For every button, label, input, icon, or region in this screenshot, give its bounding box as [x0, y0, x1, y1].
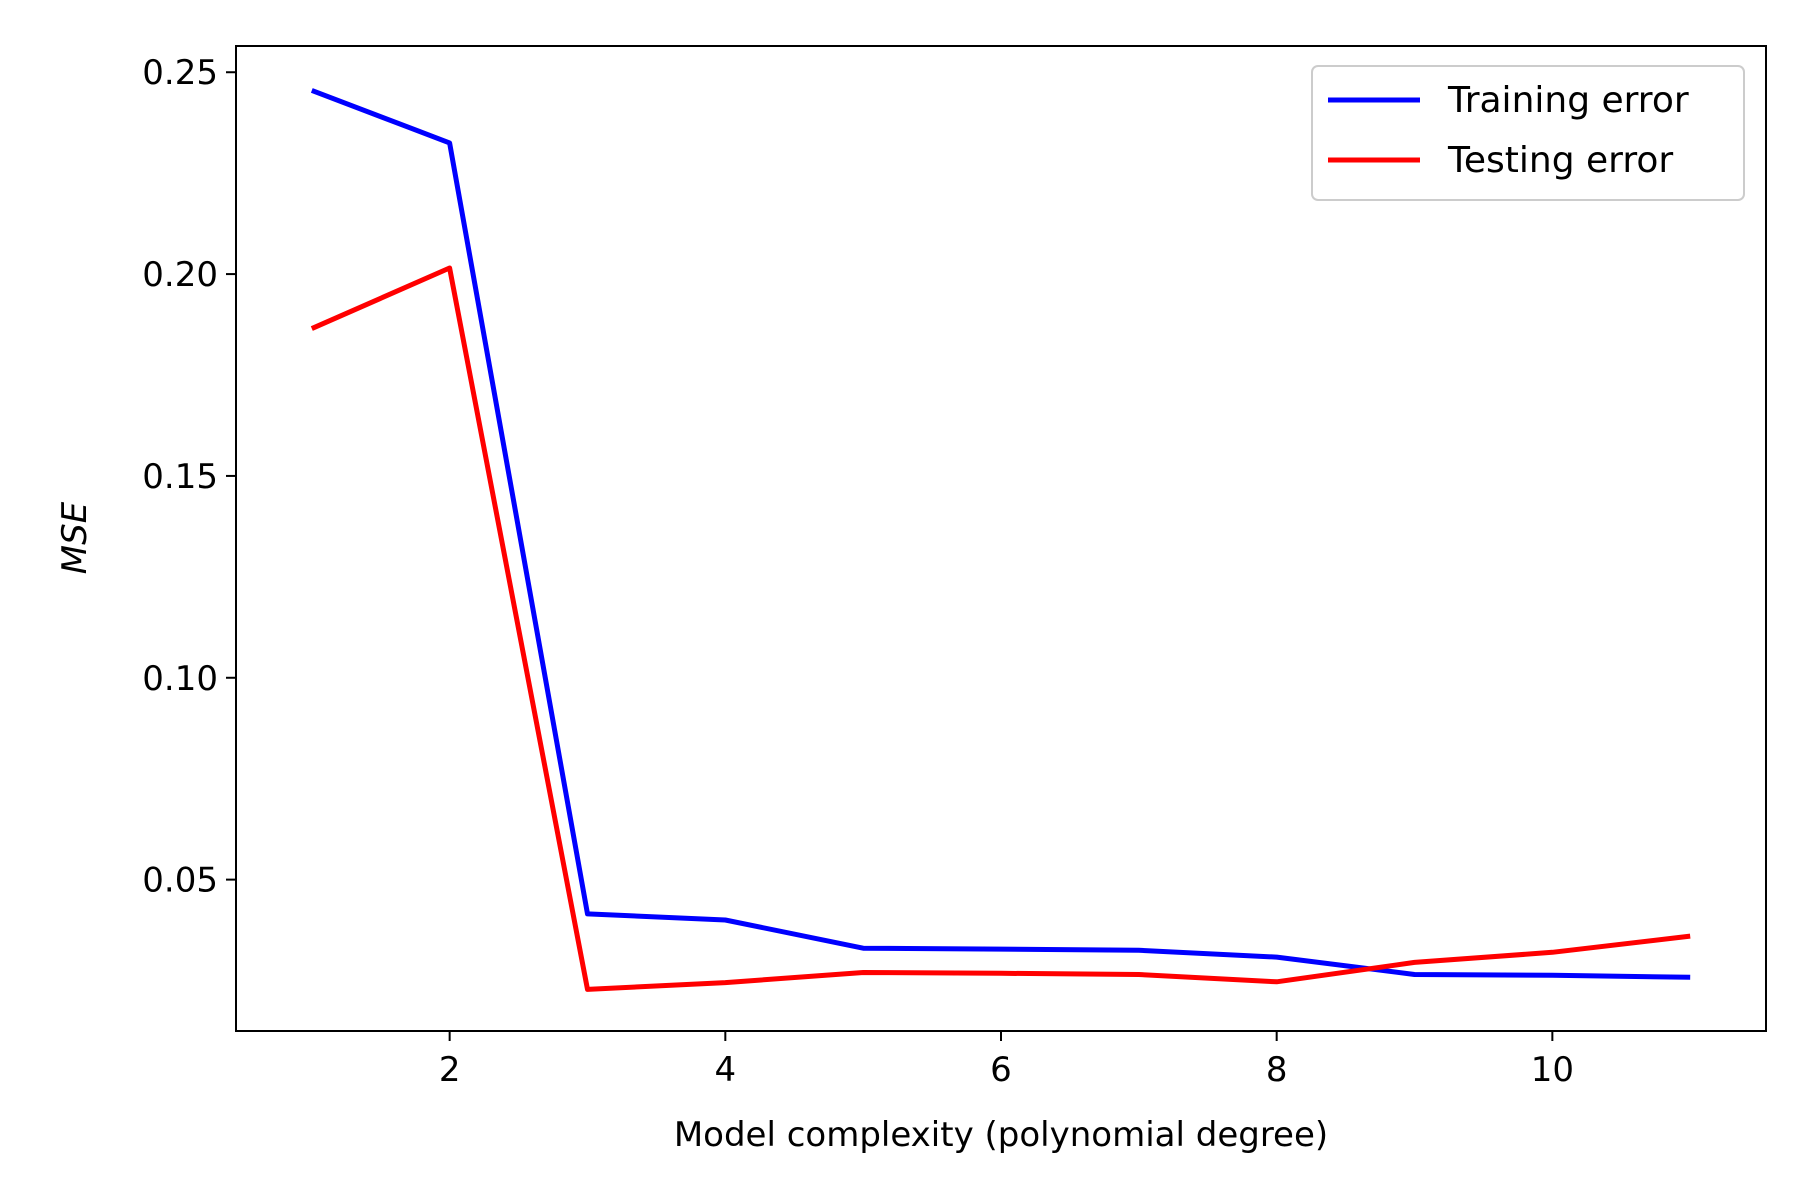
y-tick-label: 0.20	[142, 255, 218, 295]
y-axis-ticks: 0.05 0.10 0.15 0.20 0.25	[142, 53, 236, 901]
series-line-training-error	[310, 88, 1691, 980]
y-tick-label: 0.10	[142, 659, 218, 699]
x-tick-label: 6	[990, 1050, 1012, 1090]
x-axis-ticks: 2 4 6 8 10	[439, 1031, 1574, 1090]
legend-label-testing-error: Testing error	[1447, 140, 1673, 181]
x-tick-label: 2	[439, 1050, 461, 1090]
y-axis-label: MSE	[55, 501, 95, 574]
y-tick-label: 0.25	[142, 53, 218, 93]
legend: Training error Testing error	[1311, 65, 1745, 201]
y-tick-label: 0.05	[142, 861, 218, 901]
plot-area	[236, 46, 1766, 1031]
legend-label-training-error: Training error	[1447, 80, 1689, 121]
x-tick-label: 4	[715, 1050, 737, 1090]
x-axis-label: Model complexity (polynomial degree)	[674, 1115, 1328, 1155]
x-tick-label: 10	[1531, 1050, 1574, 1090]
y-tick-label: 0.15	[142, 457, 218, 497]
x-tick-label: 8	[1266, 1050, 1288, 1090]
series-line-testing-error	[310, 265, 1691, 992]
series-layer	[310, 88, 1691, 992]
